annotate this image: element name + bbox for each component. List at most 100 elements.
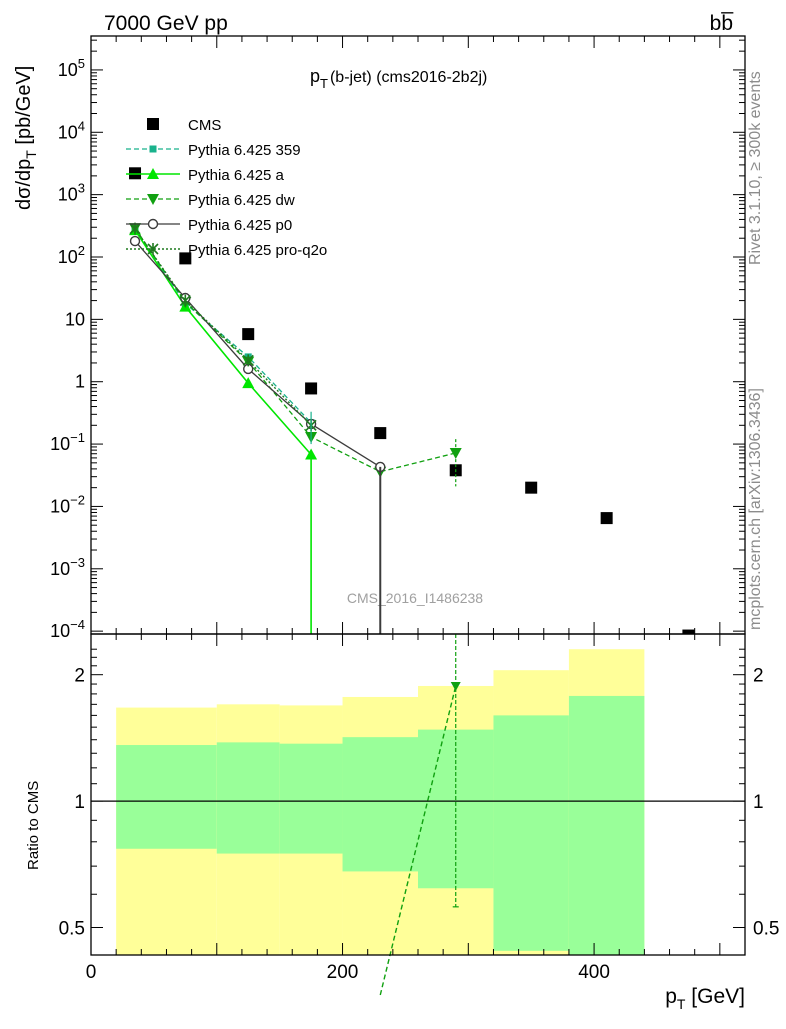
series-a — [129, 224, 318, 634]
legend-item-p0: Pythia 6.425 p0 — [126, 217, 292, 234]
ytick-exp: −3 — [70, 555, 85, 570]
band-inner-3 — [342, 737, 418, 872]
legend: CMS Pythia 6.425 359 Pythia 6.425 a Pythia … — [126, 117, 327, 259]
legend-label-dw: Pythia 6.425 dw — [188, 192, 295, 209]
legend-marker-cms — [147, 118, 159, 130]
legend-label-cms: CMS — [188, 117, 221, 134]
legend-item-cms: CMS — [147, 117, 221, 134]
point-cms-3 — [305, 382, 318, 395]
x-axis-label: pT [GeV] — [665, 985, 745, 1012]
legend-marker-p0 — [147, 218, 159, 230]
ytick-exp: −4 — [70, 617, 85, 632]
ytick-label: 10−4 — [50, 617, 85, 641]
ratio-y-label: Ratio to CMS — [25, 781, 42, 870]
ytick-label: 103 — [58, 181, 85, 205]
ytick-exp: −2 — [70, 492, 85, 507]
ytick-label: 10−2 — [50, 492, 85, 516]
ratio-ytick-label-right: 1 — [753, 792, 764, 813]
y-axis-label-a: dσ/dp — [13, 159, 35, 210]
x-ticks: 0 200 400 — [86, 36, 746, 983]
ytick-exp: 2 — [78, 243, 85, 258]
x-axis-label-a: p — [665, 985, 677, 1008]
x-axis-label-b: [GeV] — [685, 985, 745, 1008]
legend-item-q2o: Pythia 6.425 pro-q2o — [126, 242, 327, 259]
point-cms-2 — [242, 328, 255, 341]
xtick-label: 0 — [86, 962, 97, 983]
ytick-exp: 3 — [78, 181, 85, 196]
legend-item-a: Pythia 6.425 a — [126, 167, 285, 184]
title-rest: (b-jet) (cms2016-2b2j) — [330, 69, 487, 86]
line-dw — [134, 227, 456, 473]
xtick-label: 200 — [327, 962, 359, 983]
rivet-label: Rivet 3.1.10, ≥ 300k events — [747, 71, 764, 265]
ratio-marker-dw — [450, 681, 461, 691]
point-cms-6 — [525, 481, 538, 494]
series-cms — [129, 167, 695, 634]
ytick-label: 104 — [58, 118, 85, 142]
plot-title: pT (b-jet) (cms2016-2b2j) — [310, 66, 487, 91]
ytick-base: 10 — [50, 559, 70, 579]
band-inner-5 — [493, 715, 569, 951]
legend-marker-a — [147, 168, 159, 179]
ytick-base: 10 — [50, 434, 70, 454]
ytick-label: 105 — [58, 56, 85, 80]
point-cms-8 — [682, 629, 695, 634]
ytick-base: 10 — [58, 185, 78, 205]
ratio-ytick-label-right: 0.5 — [753, 918, 779, 939]
ytick-exp: 4 — [78, 118, 85, 133]
legend-item-dw: Pythia 6.425 dw — [126, 192, 295, 209]
mcplots-label: mcplots.cern.ch [arXiv:1306.3436] — [747, 388, 764, 630]
ratio-ytick-label-left: 2 — [74, 666, 85, 687]
ytick-base: 10 — [58, 247, 78, 267]
point-cms-1 — [179, 252, 192, 265]
line-p359 — [134, 228, 312, 424]
ratio-line-dw — [379, 685, 457, 996]
legend-label-p359: Pythia 6.425 359 — [188, 142, 301, 159]
ratio-ytick-label-left: 1 — [74, 792, 85, 813]
ytick-label: 10−1 — [50, 430, 85, 454]
y-axis-label: dσ/dpT [pb/GeV] — [13, 66, 39, 210]
ytick-label: 1 — [75, 372, 85, 392]
point-q2o-1 — [179, 294, 191, 307]
ytick-base: 10 — [58, 60, 78, 80]
ytick-label: 10 — [65, 309, 85, 329]
watermark: CMS_2016_I1486238 — [347, 590, 483, 606]
y-axis-label-b: [pb/GeV] — [13, 66, 35, 151]
ratio-y-ticks: 0.5 0.5 1 1 2 2 — [59, 648, 779, 939]
legend-label-p0: Pythia 6.425 p0 — [188, 217, 292, 234]
series-p0 — [129, 235, 386, 473]
y-axis-label-sub: T — [23, 150, 39, 159]
title-main: p — [310, 66, 320, 86]
legend-marker-q2o — [147, 243, 159, 255]
xtick-label: 400 — [578, 962, 610, 983]
x-axis-label-sub: T — [677, 996, 686, 1012]
header-left: 7000 GeV pp — [104, 12, 228, 35]
ratio-series-dw — [379, 634, 461, 996]
legend-label-a: Pythia 6.425 a — [188, 167, 285, 184]
header-right: bb̅ — [710, 12, 735, 35]
ytick-base: 10 — [58, 122, 78, 142]
point-cms-7 — [600, 512, 613, 525]
ytick-exp: −1 — [70, 430, 85, 445]
line-a — [134, 229, 312, 634]
ytick-base: 10 — [50, 621, 70, 641]
ytick-label: 10−3 — [50, 555, 85, 579]
point-a-3 — [305, 448, 318, 460]
title-sub: T — [320, 76, 328, 91]
ytick-exp: 5 — [78, 56, 85, 71]
band-inner-0 — [116, 745, 217, 849]
legend-marker-p359 — [149, 145, 157, 153]
series-dw — [129, 223, 462, 478]
ratio-plot: Ratio to CMS pT [GeV] 0.5 0.5 1 1 2 2 — [25, 633, 779, 1012]
legend-item-p359: Pythia 6.425 359 — [126, 142, 301, 159]
ytick-base: 10 — [50, 496, 70, 516]
band-inner-2 — [279, 743, 343, 854]
point-p0-0 — [129, 235, 141, 247]
band-inner-1 — [216, 742, 280, 854]
point-q2o-2 — [242, 354, 254, 367]
ytick-label: 102 — [58, 243, 85, 267]
line-p0 — [134, 240, 381, 468]
